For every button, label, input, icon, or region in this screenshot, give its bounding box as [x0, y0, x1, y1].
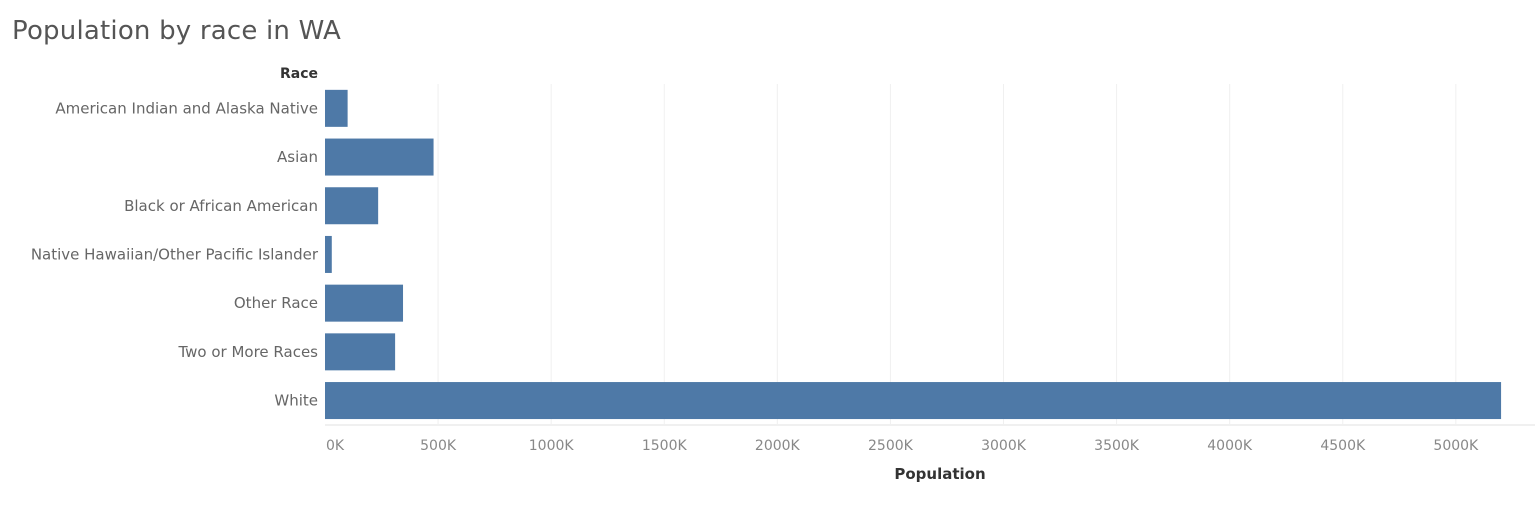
bar[interactable] — [325, 382, 1502, 420]
category-label: Native Hawaiian/Other Pacific Islander — [31, 245, 319, 263]
x-tick-label: 2000K — [755, 438, 801, 454]
x-tick-label: 4000K — [1207, 438, 1253, 454]
bar[interactable] — [325, 138, 434, 176]
bar[interactable] — [325, 284, 404, 322]
x-tick-label: 1500K — [642, 438, 688, 454]
category-label: Two or More Races — [177, 343, 318, 361]
x-tick-labels: 0K 500K 1000K 1500K 2000K 2500K 3000K 3500K 4000… — [326, 438, 1479, 454]
x-axis-title: Population — [894, 465, 985, 483]
x-tick-label: 5000K — [1433, 438, 1479, 454]
gridlines — [325, 84, 1535, 426]
x-tick-label: 3000K — [981, 438, 1027, 454]
bar[interactable] — [325, 89, 348, 127]
bars — [325, 89, 1502, 420]
x-tick-label: 3500K — [1094, 438, 1140, 454]
x-tick-label: 1000K — [529, 438, 575, 454]
category-label: Asian — [277, 148, 318, 166]
category-label: American Indian and Alaska Native — [55, 99, 318, 117]
x-tick-label: 4500K — [1320, 438, 1366, 454]
x-tick-label: 0K — [326, 438, 345, 454]
bar[interactable] — [325, 187, 379, 225]
x-tick-label: 500K — [420, 438, 457, 454]
category-label: Other Race — [234, 294, 318, 312]
category-labels: American Indian and Alaska Native Asian Bl… — [31, 99, 319, 409]
x-tick-label: 2500K — [868, 438, 914, 454]
category-label: Black or African American — [124, 197, 318, 215]
bar[interactable] — [325, 333, 396, 371]
row-header: Race — [280, 66, 318, 82]
category-label: White — [274, 392, 318, 410]
bar[interactable] — [325, 235, 332, 273]
chart-title: Population by race in WA — [12, 16, 342, 46]
